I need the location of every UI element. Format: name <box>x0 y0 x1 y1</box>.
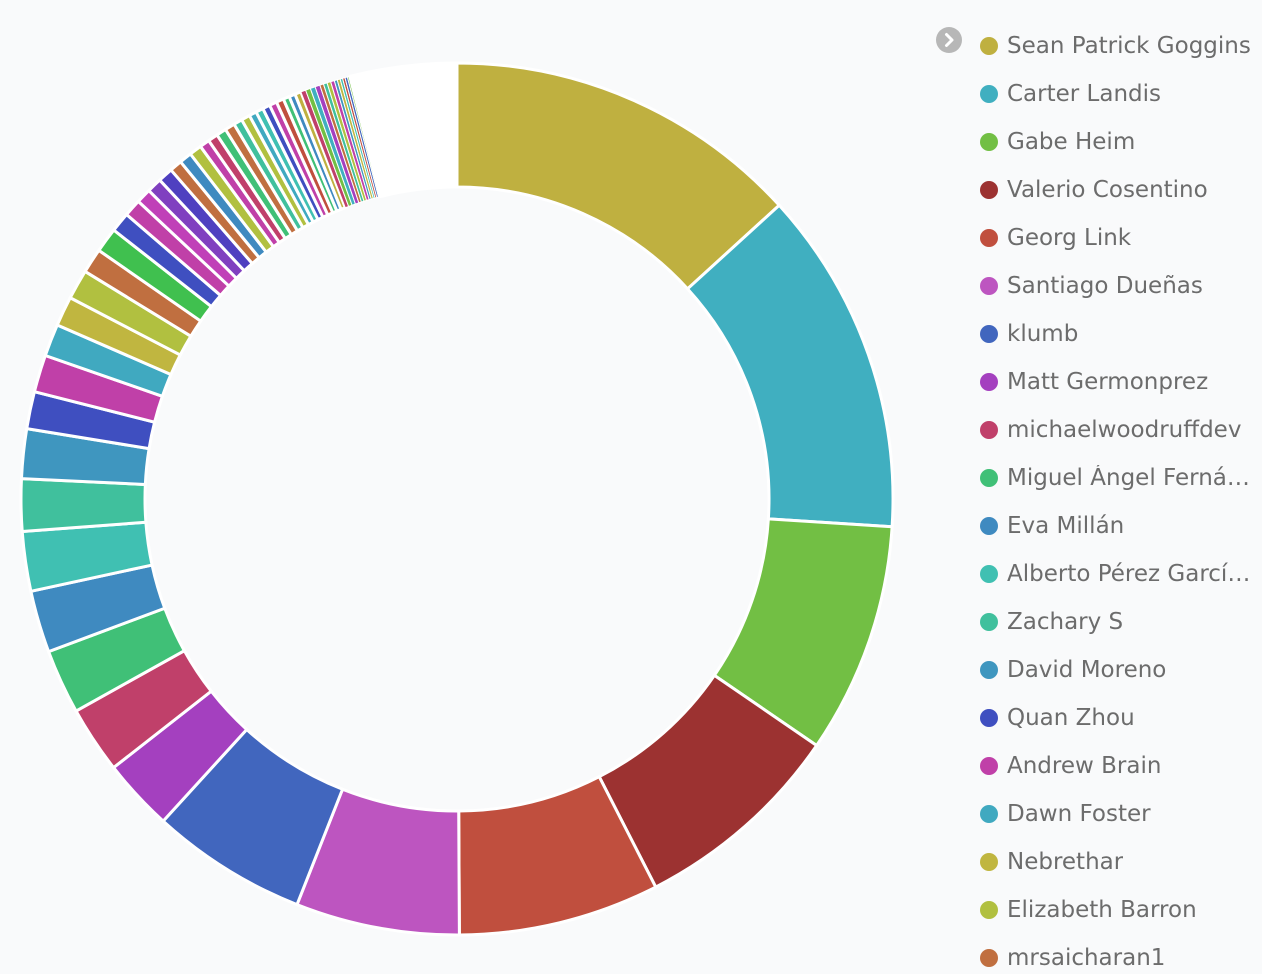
legend-item[interactable]: Zachary S <box>980 598 1262 646</box>
legend-label: klumb <box>1007 321 1079 347</box>
legend-item[interactable]: Matt Germonprez <box>980 358 1262 406</box>
donut-slice[interactable] <box>19 477 148 534</box>
legend-label: Miguel Ángel Fernández <box>1007 465 1262 491</box>
legend-swatch <box>980 661 998 679</box>
legend-swatch <box>980 709 998 727</box>
legend-label: Andrew Brain <box>1007 753 1162 779</box>
legend-item[interactable]: Andrew Brain <box>980 742 1262 790</box>
legend-label: Alberto Pérez García-Plaza <box>1007 561 1262 587</box>
legend-item[interactable]: David Moreno <box>980 646 1262 694</box>
legend-label: Gabe Heim <box>1007 129 1136 155</box>
legend-label: Georg Link <box>1007 225 1132 251</box>
legend-item[interactable]: Elizabeth Barron <box>980 886 1262 934</box>
legend-label: Valerio Cosentino <box>1007 177 1208 203</box>
legend-swatch <box>980 469 998 487</box>
legend-swatch <box>980 277 998 295</box>
legend-item[interactable]: Dawn Foster <box>980 790 1262 838</box>
legend-item[interactable]: Sean Patrick Goggins <box>980 22 1262 70</box>
legend-swatch <box>980 325 998 343</box>
legend-swatch <box>980 85 998 103</box>
legend-label: Eva Millán <box>1007 513 1125 539</box>
legend-item[interactable]: Nebrethar <box>980 838 1262 886</box>
legend-label: mrsaicharan1 <box>1007 945 1166 971</box>
chevron-right-icon <box>945 33 954 47</box>
donut-chart <box>19 61 895 937</box>
legend-item[interactable]: Alberto Pérez García-Plaza <box>980 550 1262 598</box>
legend-label: Quan Zhou <box>1007 705 1135 731</box>
legend-swatch <box>980 901 998 919</box>
legend-swatch <box>980 517 998 535</box>
legend-swatch <box>980 949 998 967</box>
legend-item[interactable]: Santiago Dueñas <box>980 262 1262 310</box>
legend-item[interactable]: Carter Landis <box>980 70 1262 118</box>
legend-swatch <box>980 37 998 55</box>
legend-swatch <box>980 805 998 823</box>
legend-item[interactable]: Gabe Heim <box>980 118 1262 166</box>
legend-swatch <box>980 613 998 631</box>
legend-label: Santiago Dueñas <box>1007 273 1203 299</box>
legend-swatch <box>980 229 998 247</box>
legend-item[interactable]: Georg Link <box>980 214 1262 262</box>
legend-item[interactable]: Eva Millán <box>980 502 1262 550</box>
donut-slice[interactable] <box>348 61 459 199</box>
legend-label: Zachary S <box>1007 609 1124 635</box>
legend-label: Dawn Foster <box>1007 801 1151 827</box>
legend-swatch <box>980 421 998 439</box>
legend-label: Sean Patrick Goggins <box>1007 33 1251 59</box>
legend-item[interactable]: mrsaicharan1 <box>980 934 1262 974</box>
legend-item[interactable]: Valerio Cosentino <box>980 166 1262 214</box>
legend-swatch <box>980 373 998 391</box>
legend-item[interactable]: michaelwoodruffdev <box>980 406 1262 454</box>
legend-label: Carter Landis <box>1007 81 1162 107</box>
legend-label: michaelwoodruffdev <box>1007 417 1242 443</box>
legend-label: David Moreno <box>1007 657 1167 683</box>
legend-item[interactable]: Miguel Ángel Fernández <box>980 454 1262 502</box>
legend-item[interactable]: Quan Zhou <box>980 694 1262 742</box>
legend-swatch <box>980 181 998 199</box>
legend-list: Sean Patrick Goggins Carter Landis Gabe He… <box>980 22 1262 974</box>
legend-label: Nebrethar <box>1007 849 1124 875</box>
legend-swatch <box>980 133 998 151</box>
legend-swatch <box>980 853 998 871</box>
legend-swatch <box>980 565 998 583</box>
legend-toggle-button[interactable] <box>936 27 962 53</box>
legend-swatch <box>980 757 998 775</box>
legend-label: Matt Germonprez <box>1007 369 1209 395</box>
legend-label: Elizabeth Barron <box>1007 897 1197 923</box>
legend-item[interactable]: klumb <box>980 310 1262 358</box>
